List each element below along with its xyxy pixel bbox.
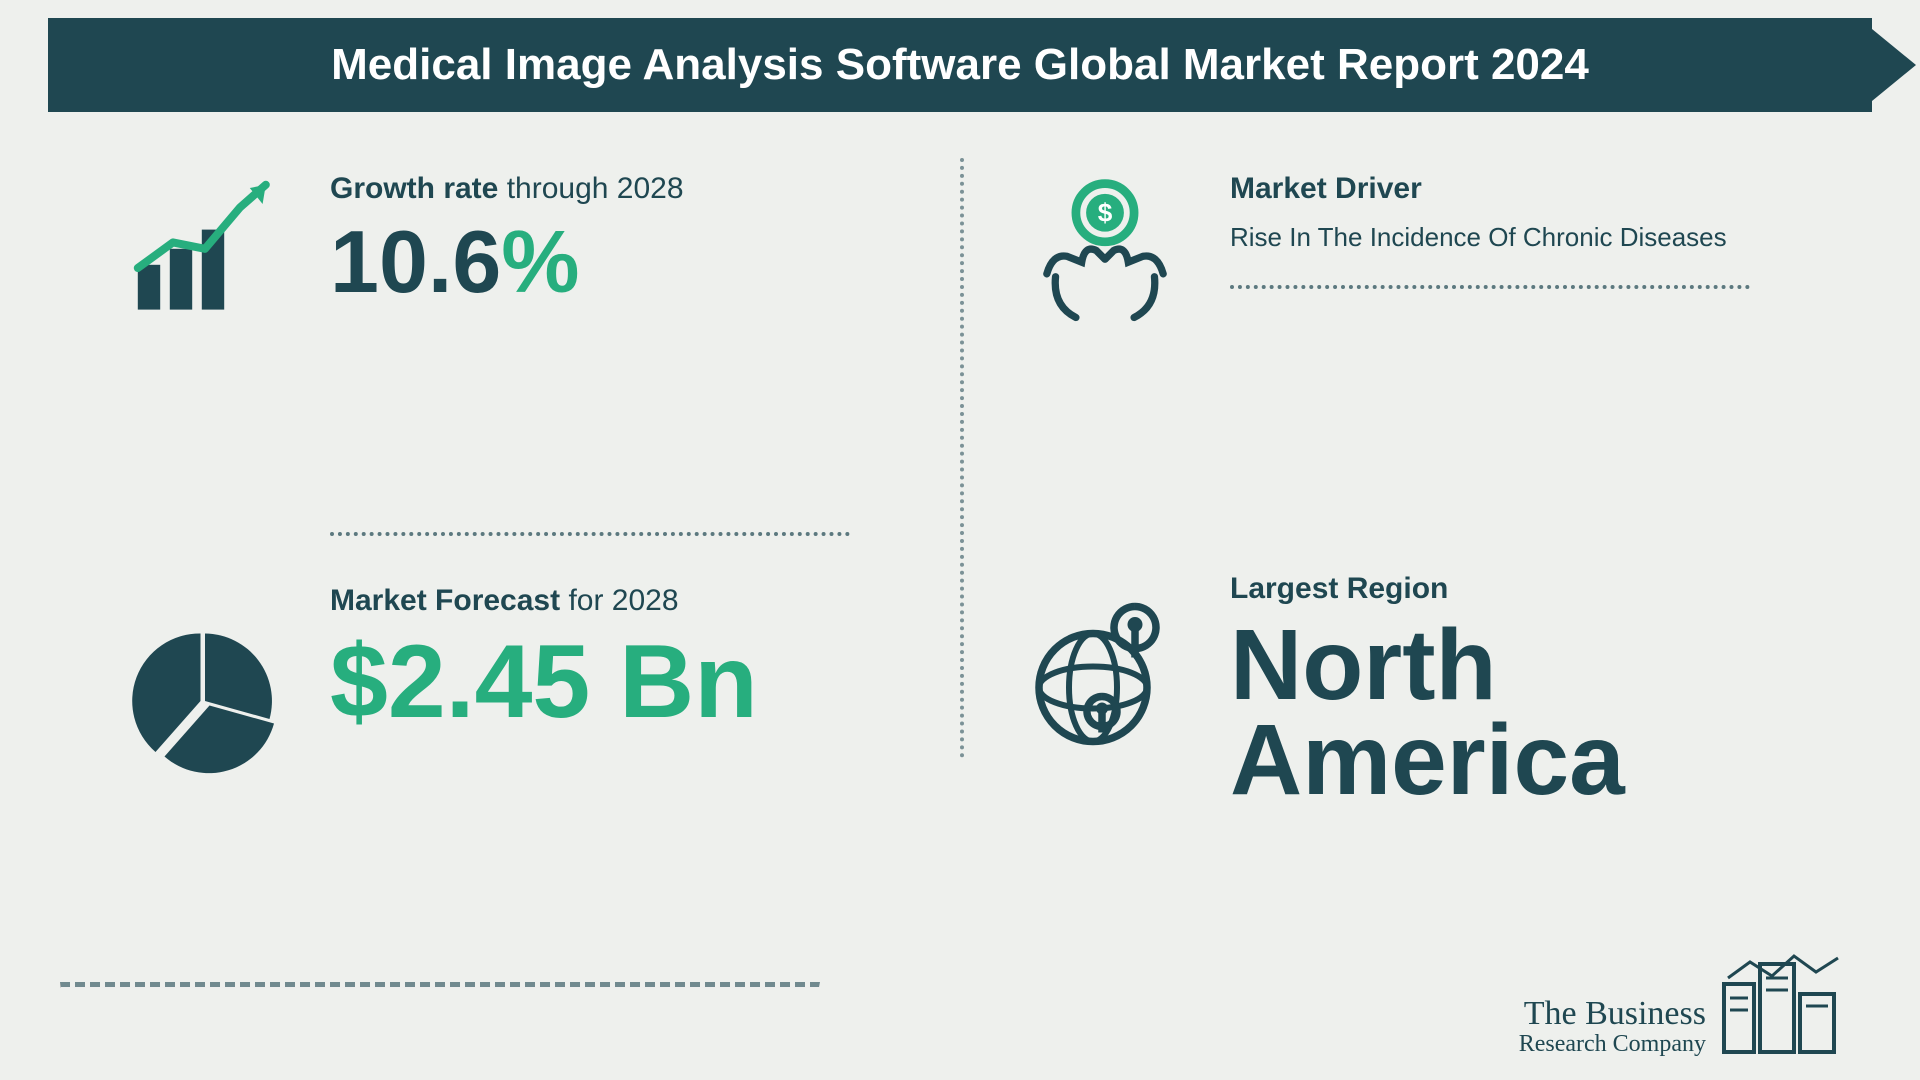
region-cell: Largest Region North America xyxy=(960,532,1800,872)
logo-line2: Research Company xyxy=(1519,1031,1706,1058)
growth-value-number: 10.6 xyxy=(330,212,501,311)
forecast-value-number: $2.45 xyxy=(330,624,590,740)
logo-buildings-icon xyxy=(1720,948,1850,1058)
growth-value-unit: % xyxy=(501,212,579,311)
growth-chart-icon xyxy=(120,172,290,332)
logo-line1: The Business xyxy=(1519,995,1706,1033)
region-label: Largest Region xyxy=(1230,572,1800,606)
driver-cell: $ Market Driver Rise In The Incidence Of… xyxy=(960,172,1800,512)
growth-label: Growth rate through 2028 xyxy=(330,172,960,206)
growth-label-thin: through 2028 xyxy=(498,172,683,205)
region-value-line2: America xyxy=(1230,704,1625,816)
forecast-cell: Market Forecast for 2028 $2.45 Bn xyxy=(120,532,960,872)
growth-cell: Growth rate through 2028 10.6% xyxy=(120,172,960,512)
growth-label-bold: Growth rate xyxy=(330,172,498,205)
forecast-label-thin: for 2028 xyxy=(560,584,678,617)
forecast-value-unit: Bn xyxy=(590,624,758,740)
driver-body: Rise In The Incidence Of Chronic Disease… xyxy=(1230,218,1800,257)
driver-label-bold: Market Driver xyxy=(1230,172,1422,205)
company-logo: The Business Research Company xyxy=(1519,948,1850,1058)
footer-dash-divider xyxy=(60,982,820,988)
region-value: North America xyxy=(1230,618,1800,808)
driver-label: Market Driver xyxy=(1230,172,1800,206)
infographic-grid: Growth rate through 2028 10.6% $ Market … xyxy=(0,112,1920,872)
forecast-label-bold: Market Forecast xyxy=(330,584,560,617)
banner-chevron-icon xyxy=(1872,29,1916,101)
hands-coin-icon: $ xyxy=(1020,172,1190,332)
forecast-value: $2.45 Bn xyxy=(330,630,960,734)
title-banner: Medical Image Analysis Software Global M… xyxy=(48,18,1872,112)
svg-text:$: $ xyxy=(1098,197,1113,227)
pie-chart-icon xyxy=(120,584,290,776)
forecast-divider xyxy=(330,532,850,536)
region-label-bold: Largest Region xyxy=(1230,572,1448,605)
driver-divider xyxy=(1230,285,1750,289)
page-title: Medical Image Analysis Software Global M… xyxy=(331,40,1589,89)
forecast-label: Market Forecast for 2028 xyxy=(330,584,960,618)
growth-value: 10.6% xyxy=(330,218,960,306)
globe-pin-icon xyxy=(1020,532,1190,762)
